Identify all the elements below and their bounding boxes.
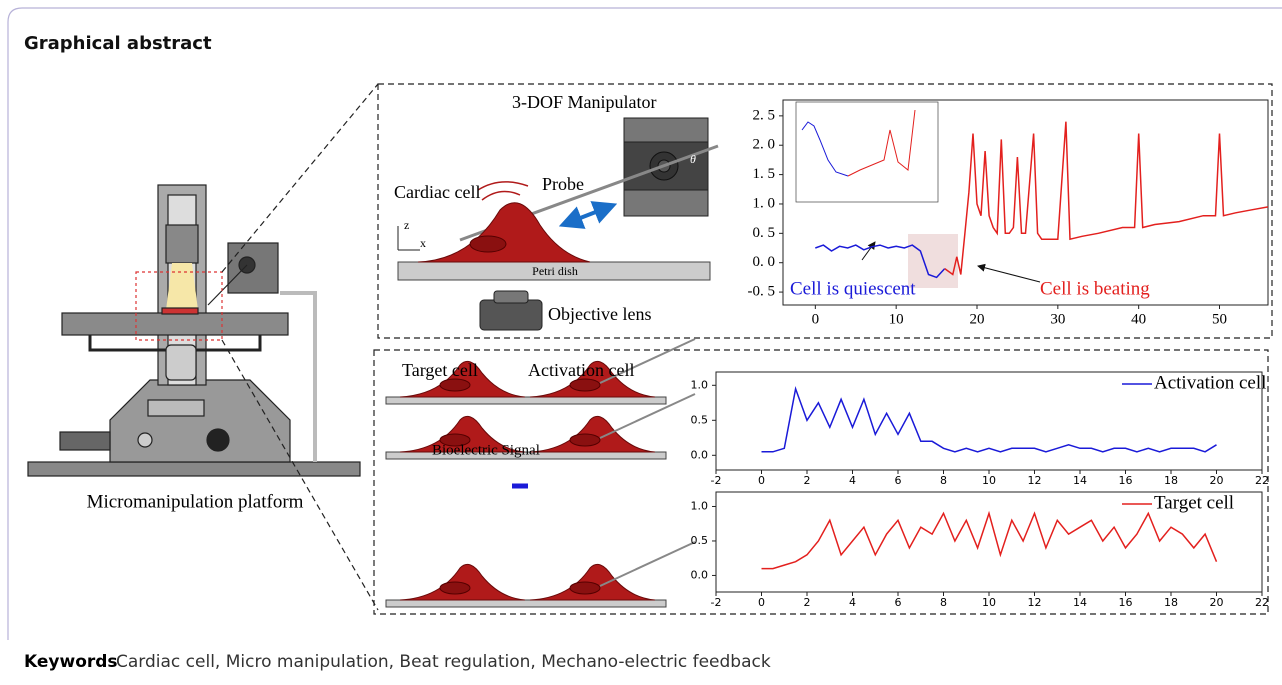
x-tick-label: 12 bbox=[1028, 474, 1042, 487]
frame bbox=[7, 7, 1282, 640]
x-tick-label: -2 bbox=[711, 474, 722, 487]
x-tick-label: 8 bbox=[940, 474, 947, 487]
x-tick-label: 18 bbox=[1164, 474, 1178, 487]
y-tick-label: 1. 5 bbox=[753, 166, 776, 182]
label: x bbox=[420, 236, 426, 250]
series-line bbox=[761, 385, 1217, 453]
x-tick-label: 20 bbox=[970, 311, 985, 327]
y-tick-label: 0.0 bbox=[691, 448, 709, 461]
x-tick-label: 4 bbox=[849, 474, 856, 487]
x-tick-label: 0 bbox=[758, 596, 765, 609]
label: Objective lens bbox=[548, 304, 651, 324]
legend-label: Target cell bbox=[1154, 492, 1234, 513]
y-tick-label: 1.0 bbox=[691, 499, 709, 512]
x-tick-label: 10 bbox=[889, 311, 904, 327]
annotation: Cell is quiescent bbox=[790, 278, 916, 299]
x-tick-label: 0 bbox=[812, 311, 820, 327]
x-tick-label: 14 bbox=[1073, 596, 1087, 609]
label: z bbox=[404, 218, 409, 232]
x-tick-label: 8 bbox=[940, 596, 947, 609]
title: Graphical abstract bbox=[24, 33, 212, 54]
x-tick-label: 10 bbox=[982, 596, 996, 609]
arrow bbox=[861, 241, 876, 261]
top-panel bbox=[377, 83, 1273, 339]
keywords: Cardiac cell, Micro manipulation, Beat r… bbox=[116, 652, 771, 672]
plot-frame bbox=[782, 99, 1269, 306]
x-tick-label: 2 bbox=[804, 474, 811, 487]
y-tick-label: 1. 0 bbox=[753, 195, 776, 211]
x-tick-label: 4 bbox=[849, 596, 856, 609]
y-tick-label: 0.5 bbox=[691, 413, 709, 426]
x-tick-label: 16 bbox=[1119, 474, 1133, 487]
y-tick-label: 0. 5 bbox=[753, 225, 776, 241]
y-tick-label: -0. 5 bbox=[748, 284, 776, 300]
legend-label: Activation cell bbox=[1154, 372, 1266, 393]
label: Cardiac cell bbox=[394, 182, 480, 202]
x-tick-label: 20 bbox=[1210, 474, 1224, 487]
label: 3-DOF Manipulator bbox=[512, 92, 656, 112]
label: Bioelectric Signal bbox=[432, 442, 540, 458]
x-tick-label: 40 bbox=[1131, 311, 1146, 327]
x-tick-label: 6 bbox=[895, 474, 902, 487]
x-tick-label: 6 bbox=[895, 596, 902, 609]
x-tick-label: 18 bbox=[1164, 596, 1178, 609]
x-tick-label: 10 bbox=[982, 474, 996, 487]
x-tick-label: 16 bbox=[1119, 596, 1133, 609]
x-tick-label: 12 bbox=[1028, 596, 1042, 609]
y-tick-label: 2. 5 bbox=[753, 107, 776, 123]
series-line bbox=[761, 510, 1218, 570]
series-line bbox=[944, 121, 1269, 276]
series-line bbox=[815, 244, 946, 279]
bottom-panel bbox=[373, 349, 1269, 615]
x-tick-label: 2 bbox=[804, 596, 811, 609]
x-tick-label: -2 bbox=[711, 596, 722, 609]
x-tick-label: 30 bbox=[1050, 311, 1065, 327]
label: Activation cell bbox=[528, 360, 634, 380]
label: Petri dish bbox=[532, 264, 578, 278]
y-tick-label: 0.0 bbox=[691, 568, 709, 581]
x-tick-label: 0 bbox=[758, 474, 765, 487]
zoom-line bbox=[221, 339, 379, 611]
platform-label: Micromanipulation platform bbox=[87, 491, 304, 512]
keywords-label: Keywords bbox=[24, 652, 118, 672]
y-tick-label: 1.0 bbox=[691, 378, 709, 391]
y-tick-label: 2. 0 bbox=[753, 137, 776, 153]
x-tick-label: 14 bbox=[1073, 474, 1087, 487]
annotation: Cell is beating bbox=[1040, 278, 1150, 299]
label: θ bbox=[690, 152, 696, 166]
y-tick-label: 0. 0 bbox=[753, 254, 776, 270]
y-tick-label: 0.5 bbox=[691, 534, 709, 547]
label: Probe bbox=[542, 174, 584, 194]
manipulation-illustration bbox=[397, 117, 719, 331]
inset-chart bbox=[795, 101, 958, 288]
zoom-line bbox=[221, 83, 379, 273]
x-tick-label: 20 bbox=[1210, 596, 1224, 609]
platform-illustration bbox=[27, 184, 361, 477]
label: Target cell bbox=[402, 360, 478, 380]
x-tick-label: 22 bbox=[1255, 596, 1269, 609]
arrow bbox=[977, 263, 1041, 283]
x-tick-label: 50 bbox=[1212, 311, 1227, 327]
x-tick-label: 22 bbox=[1255, 474, 1269, 487]
cells-illustration bbox=[385, 338, 696, 608]
